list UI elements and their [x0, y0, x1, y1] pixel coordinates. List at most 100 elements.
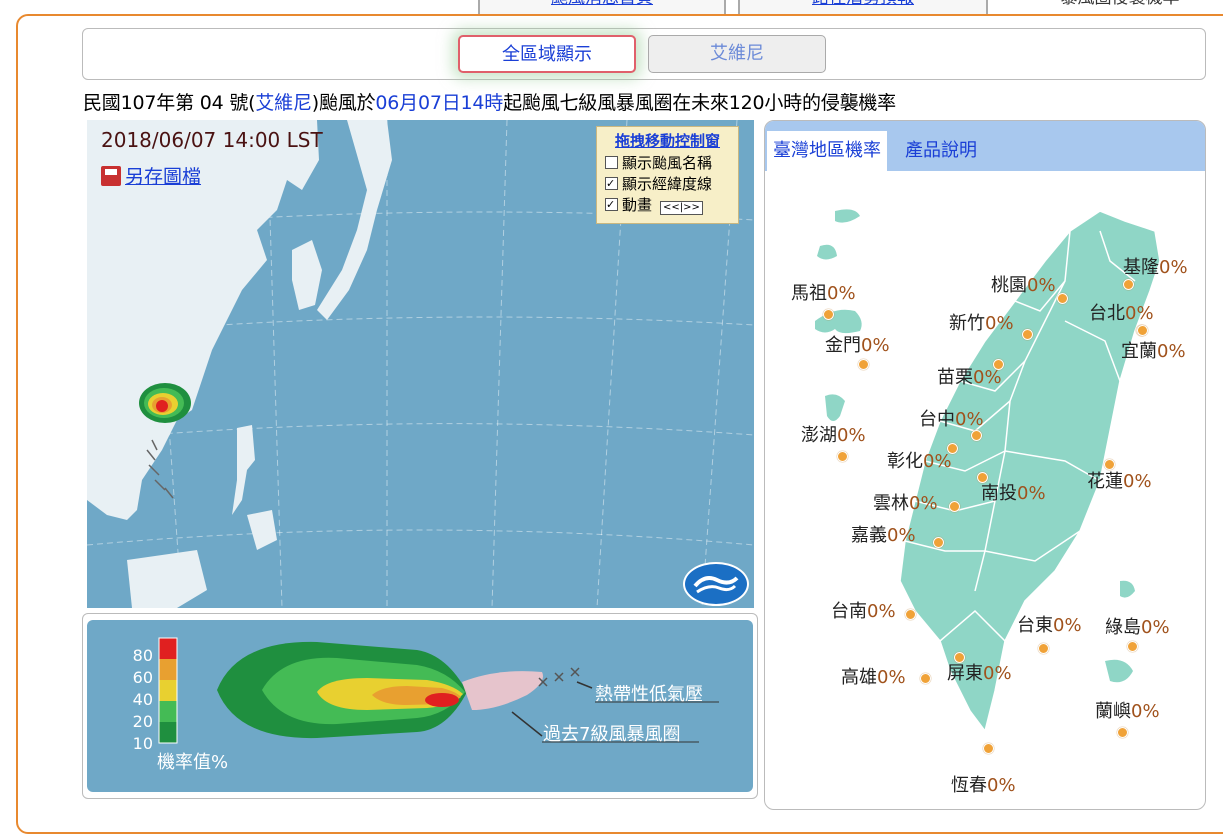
place-marker[interactable] — [920, 673, 931, 684]
place-label: 台中0% — [919, 405, 984, 431]
place-probability: 0% — [867, 601, 896, 622]
place-marker[interactable] — [1137, 325, 1148, 336]
place-name: 嘉義 — [851, 525, 887, 546]
save-disk-icon — [101, 166, 121, 186]
place-probability: 0% — [973, 367, 1002, 388]
place-name: 高雄 — [841, 667, 877, 688]
place-name: 台中 — [919, 409, 955, 430]
place-probability: 0% — [923, 451, 952, 472]
place-probability: 0% — [987, 775, 1016, 796]
scale-value-80: 80 — [132, 646, 153, 665]
taiwan-probability-panel: 臺灣地區機率 產品說明 馬祖0% 金門0% — [764, 120, 1206, 810]
all-area-button[interactable]: 全區域顯示 — [458, 35, 636, 73]
headline-part3: 起颱風七級風暴風圈在未來120小時的侵襲機率 — [503, 92, 896, 114]
scale-value-20: 20 — [132, 712, 153, 731]
place-marker[interactable] — [954, 652, 965, 663]
headline-time: 06月07日14時 — [375, 92, 504, 114]
place-label: 屏東0% — [947, 659, 1012, 685]
place-marker[interactable] — [837, 451, 848, 462]
place-name: 恆春 — [951, 775, 987, 796]
place-label: 台北0% — [1089, 299, 1154, 325]
taiwan-map — [815, 209, 1161, 733]
place-probability: 0% — [1157, 341, 1186, 362]
typhoon-area-button[interactable]: 艾維尼 — [648, 35, 826, 73]
place-label: 南投0% — [981, 479, 1046, 505]
place-probability: 0% — [1053, 615, 1082, 636]
place-marker[interactable] — [1117, 727, 1128, 738]
place-name: 苗栗 — [937, 367, 973, 388]
show-name-label: 顯示颱風名稱 — [622, 154, 713, 172]
show-grid-label: 顯示經緯度線 — [622, 175, 713, 193]
save-image-label[interactable]: 另存圖檔 — [125, 166, 202, 188]
place-marker[interactable] — [1123, 279, 1134, 290]
legend-graphic — [158, 637, 719, 744]
control-panel-title[interactable]: 拖拽移動控制窗 — [614, 132, 720, 150]
probability-map[interactable]: 2018/06/07 14:00 LST 另存圖檔 拖拽移動控制窗 顯示颱風名稱… — [87, 120, 754, 608]
place-marker[interactable] — [977, 472, 988, 483]
place-label: 彰化0% — [887, 447, 952, 473]
place-name: 花蓮 — [1087, 471, 1123, 492]
place-marker[interactable] — [1104, 459, 1115, 470]
place-label: 苗栗0% — [937, 363, 1002, 389]
animation-checkbox[interactable] — [605, 194, 618, 215]
save-image-link[interactable]: 另存圖檔 — [101, 162, 201, 189]
tab-typhoon-home-label[interactable]: 颱風消息首頁 — [551, 0, 653, 8]
place-marker[interactable] — [993, 359, 1004, 370]
place-marker[interactable] — [983, 743, 994, 754]
place-marker[interactable] — [1057, 293, 1068, 304]
place-label: 宜蘭0% — [1121, 337, 1186, 363]
place-marker[interactable] — [823, 309, 834, 320]
place-probability: 0% — [877, 667, 906, 688]
place-marker[interactable] — [1127, 641, 1138, 652]
place-name: 金門 — [825, 335, 861, 356]
show-grid-checkbox[interactable] — [605, 173, 618, 194]
place-label: 雲林0% — [873, 489, 938, 515]
place-probability: 0% — [837, 425, 866, 446]
headline-part2: )颱風於 — [311, 92, 376, 114]
show-name-checkbox[interactable] — [605, 156, 618, 169]
place-marker[interactable] — [905, 609, 916, 620]
place-probability: 0% — [985, 313, 1014, 334]
scale-value-10: 10 — [132, 734, 153, 753]
place-marker[interactable] — [949, 501, 960, 512]
map-control-panel[interactable]: 拖拽移動控制窗 顯示颱風名稱 顯示經緯度線 動畫 <<|>> — [596, 126, 739, 224]
show-grid-option[interactable]: 顯示經緯度線 — [605, 173, 730, 195]
place-marker[interactable] — [1038, 643, 1049, 654]
place-probability: 0% — [955, 409, 984, 430]
place-label: 台南0% — [831, 597, 896, 623]
place-probability: 0% — [1125, 303, 1154, 324]
place-probability: 0% — [1027, 275, 1056, 296]
tab-track-forecast-label[interactable]: 路徑潛勢預報 — [812, 0, 914, 8]
place-name: 宜蘭 — [1121, 341, 1157, 362]
place-label: 新竹0% — [949, 309, 1014, 335]
place-label: 高雄0% — [841, 663, 906, 689]
place-probability: 0% — [1123, 471, 1152, 492]
place-probability: 0% — [1159, 257, 1188, 278]
animation-label: 動畫 — [622, 196, 653, 214]
place-label: 金門0% — [825, 331, 890, 357]
show-name-option[interactable]: 顯示颱風名稱 — [605, 153, 730, 174]
place-marker[interactable] — [971, 430, 982, 441]
place-marker[interactable] — [933, 537, 944, 548]
place-probability: 0% — [827, 283, 856, 304]
page-headline: 民國107年第 04 號(艾維尼)颱風於06月07日14時起颱風七級風暴風圈在未… — [83, 88, 896, 115]
place-probability: 0% — [983, 663, 1012, 684]
place-name: 雲林 — [873, 493, 909, 514]
tropical-low-label: 熱帶性低氣壓 — [595, 684, 703, 705]
place-probability: 0% — [1141, 617, 1170, 638]
place-marker[interactable] — [947, 443, 958, 454]
tab-product-description[interactable]: 產品說明 — [905, 140, 977, 161]
tab-taiwan-probability[interactable]: 臺灣地區機率 — [767, 131, 887, 171]
place-label: 花蓮0% — [1087, 467, 1152, 493]
place-name: 澎湖 — [801, 425, 837, 446]
place-name: 基隆 — [1123, 257, 1159, 278]
place-label: 馬祖0% — [791, 279, 856, 305]
place-label: 澎湖0% — [801, 421, 866, 447]
past-radius-label: 過去7級風暴風圈 — [543, 724, 681, 745]
place-marker[interactable] — [1022, 329, 1033, 340]
area-selector: 全區域顯示 艾維尼 — [82, 28, 1206, 80]
animation-option[interactable]: 動畫 <<|>> — [605, 194, 730, 216]
animation-step-button[interactable]: <<|>> — [660, 201, 703, 215]
legend-panel: 80 60 40 20 10 機率值% 熱帶性低氣壓 過去7級風暴風圈 — [87, 620, 753, 792]
place-marker[interactable] — [858, 359, 869, 370]
